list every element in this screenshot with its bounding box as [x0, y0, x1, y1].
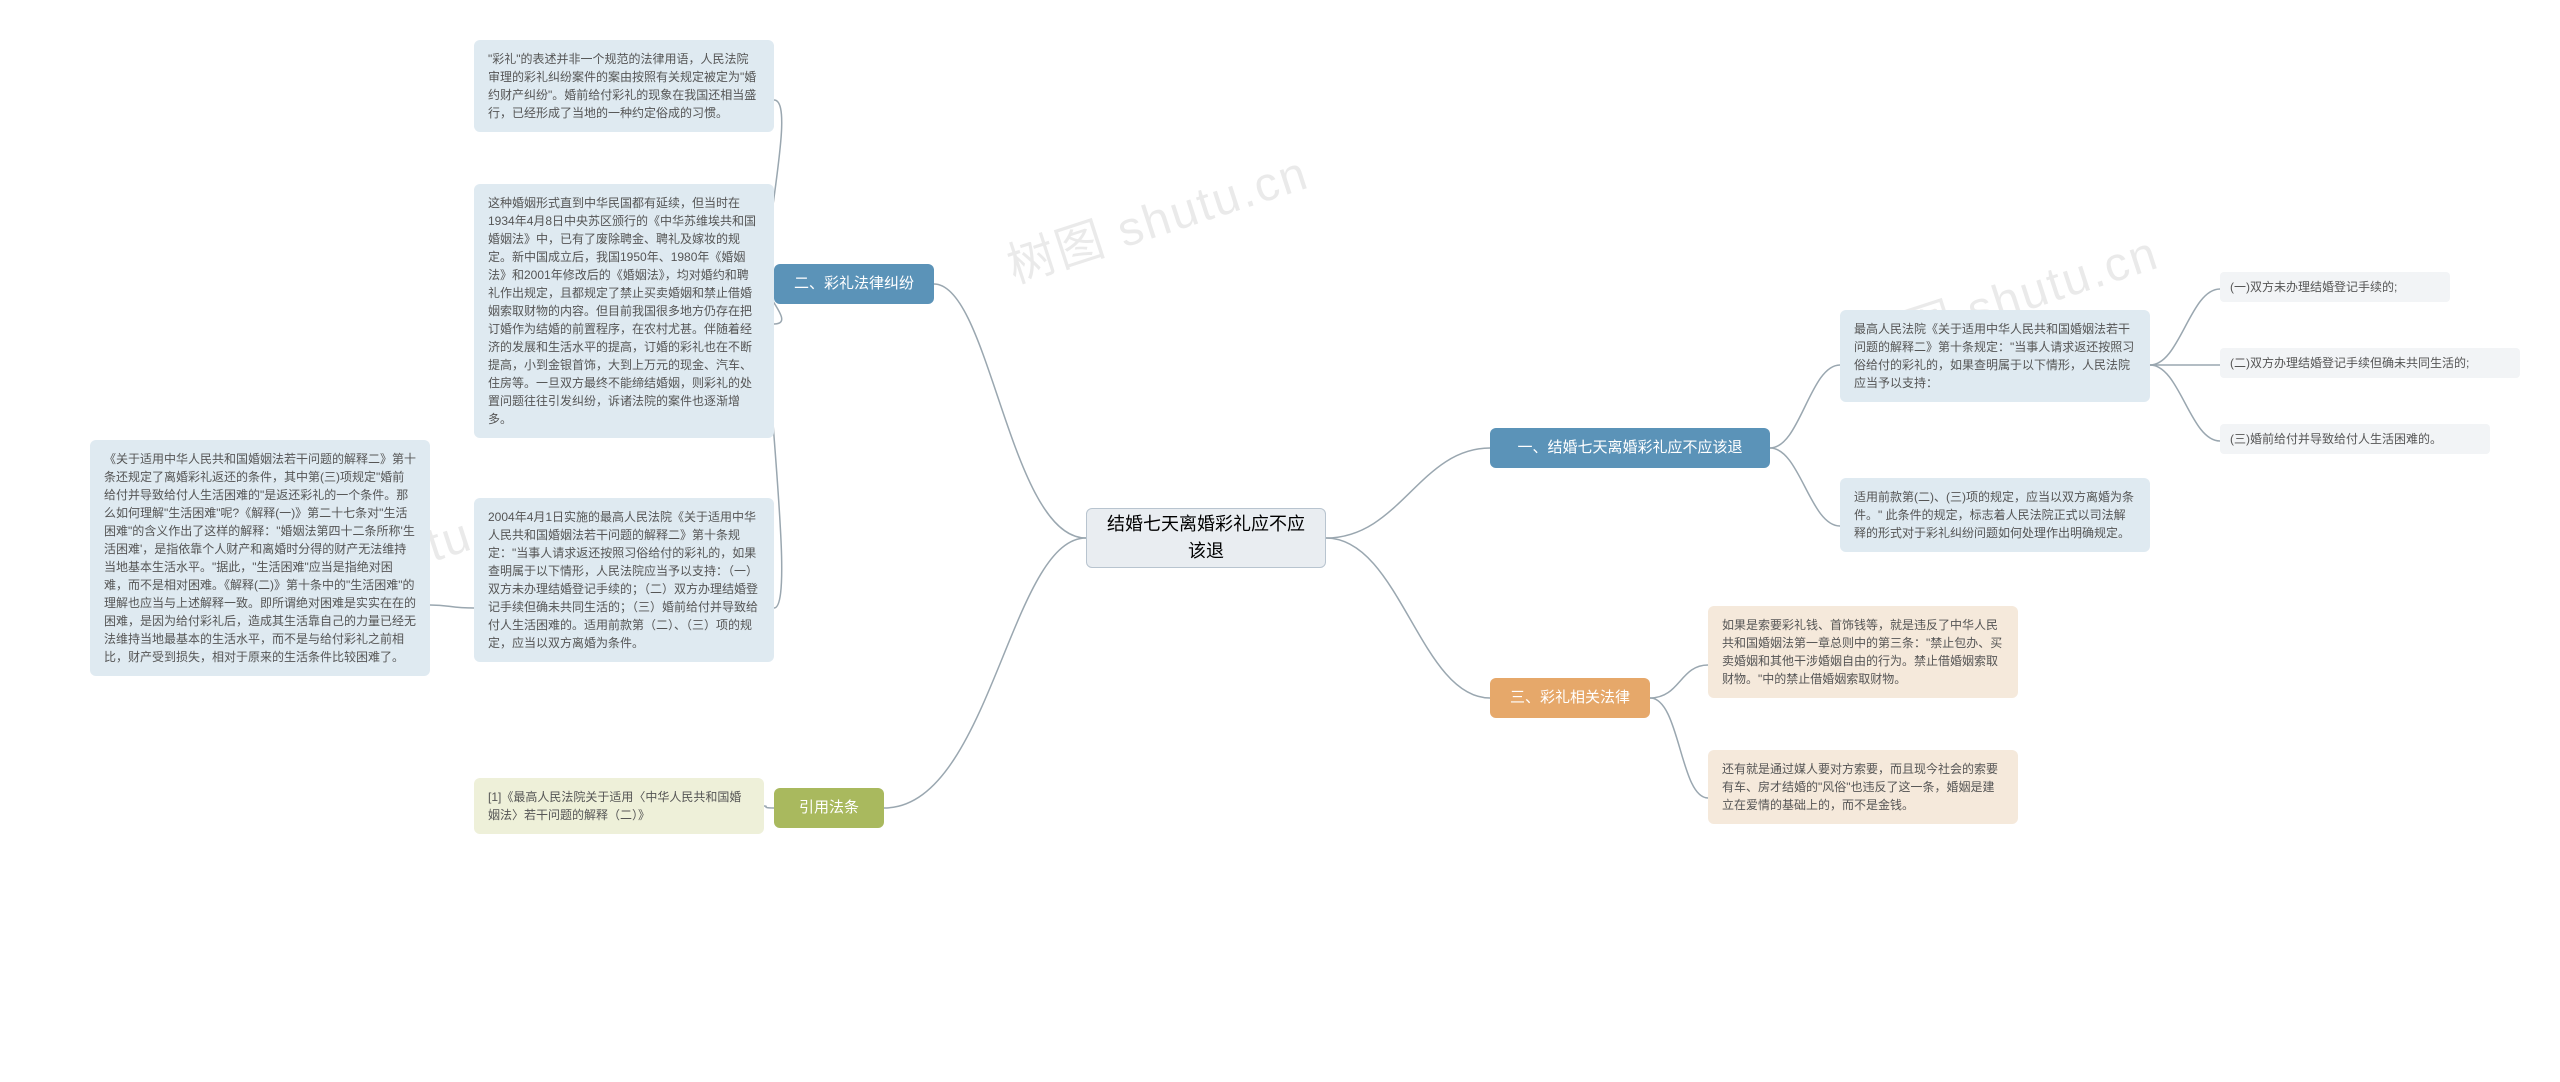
leaf-text: 如果是索要彩礼钱、首饰钱等，就是违反了中华人民共和国婚姻法第一章总则中的第三条：… — [1722, 618, 2002, 686]
watermark: 树图 shutu.cn — [997, 133, 1316, 296]
sub-text: (二)双方办理结婚登记手续但确未共同生活的; — [2230, 356, 2469, 370]
leaf-three-1[interactable]: 如果是索要彩礼钱、首饰钱等，就是违反了中华人民共和国婚姻法第一章总则中的第三条：… — [1708, 606, 2018, 698]
leaf-four-1[interactable]: [1]《最高人民法院关于适用〈中华人民共和国婚姻法〉若干问题的解释（二）》 — [474, 778, 764, 834]
branch-one-label: 一、结婚七天离婚彩礼应不应该退 — [1517, 437, 1742, 460]
root-label: 结婚七天离婚彩礼应不应该退 — [1101, 511, 1311, 565]
branch-three-label: 三、彩礼相关法律 — [1510, 687, 1630, 710]
sub-text: (一)双方未办理结婚登记手续的; — [2230, 280, 2397, 294]
sub-one-3[interactable]: (三)婚前给付并导致给付人生活困难的。 — [2220, 424, 2490, 454]
leaf-text: "彩礼"的表述并非一个规范的法律用语，人民法院审理的彩礼纠纷案件的案由按照有关规… — [488, 52, 756, 120]
sub-text: (三)婚前给付并导致给付人生活困难的。 — [2230, 432, 2442, 446]
leaf-text: 最高人民法院《关于适用中华人民共和国婚姻法若干问题的解释二》第十条规定："当事人… — [1854, 322, 2134, 390]
branch-four-label: 引用法条 — [799, 797, 859, 820]
leaf-one-2[interactable]: 适用前款第(二)、(三)项的规定，应当以双方离婚为条件。" 此条件的规定，标志着… — [1840, 478, 2150, 552]
leaf-one-1[interactable]: 最高人民法院《关于适用中华人民共和国婚姻法若干问题的解释二》第十条规定："当事人… — [1840, 310, 2150, 402]
leaf-two-3[interactable]: 2004年4月1日实施的最高人民法院《关于适用中华人民共和国婚姻法若干问题的解释… — [474, 498, 774, 662]
leaf-text: 2004年4月1日实施的最高人民法院《关于适用中华人民共和国婚姻法若干问题的解释… — [488, 510, 758, 650]
leaf-two-2[interactable]: 这种婚姻形式直到中华民国都有延续，但当时在1934年4月8日中央苏区颁行的《中华… — [474, 184, 774, 438]
sub-two-1[interactable]: 《关于适用中华人民共和国婚姻法若干问题的解释二》第十条还规定了离婚彩礼返还的条件… — [90, 440, 430, 676]
branch-two-label: 二、彩礼法律纠纷 — [794, 273, 914, 296]
sub-one-1[interactable]: (一)双方未办理结婚登记手续的; — [2220, 272, 2450, 302]
leaf-text: 适用前款第(二)、(三)项的规定，应当以双方离婚为条件。" 此条件的规定，标志着… — [1854, 490, 2134, 540]
leaf-text: 这种婚姻形式直到中华民国都有延续，但当时在1934年4月8日中央苏区颁行的《中华… — [488, 196, 756, 426]
sub-one-2[interactable]: (二)双方办理结婚登记手续但确未共同生活的; — [2220, 348, 2520, 378]
branch-four[interactable]: 引用法条 — [774, 788, 884, 828]
leaf-three-2[interactable]: 还有就是通过媒人要对方索要，而且现今社会的索要有车、房才结婚的"风俗"也违反了这… — [1708, 750, 2018, 824]
leaf-text: [1]《最高人民法院关于适用〈中华人民共和国婚姻法〉若干问题的解释（二）》 — [488, 790, 741, 822]
leaf-two-1[interactable]: "彩礼"的表述并非一个规范的法律用语，人民法院审理的彩礼纠纷案件的案由按照有关规… — [474, 40, 774, 132]
sub-text: 《关于适用中华人民共和国婚姻法若干问题的解释二》第十条还规定了离婚彩礼返还的条件… — [104, 452, 416, 664]
branch-one[interactable]: 一、结婚七天离婚彩礼应不应该退 — [1490, 428, 1770, 468]
branch-two[interactable]: 二、彩礼法律纠纷 — [774, 264, 934, 304]
leaf-text: 还有就是通过媒人要对方索要，而且现今社会的索要有车、房才结婚的"风俗"也违反了这… — [1722, 762, 1998, 812]
branch-three[interactable]: 三、彩礼相关法律 — [1490, 678, 1650, 718]
root-node[interactable]: 结婚七天离婚彩礼应不应该退 — [1086, 508, 1326, 568]
